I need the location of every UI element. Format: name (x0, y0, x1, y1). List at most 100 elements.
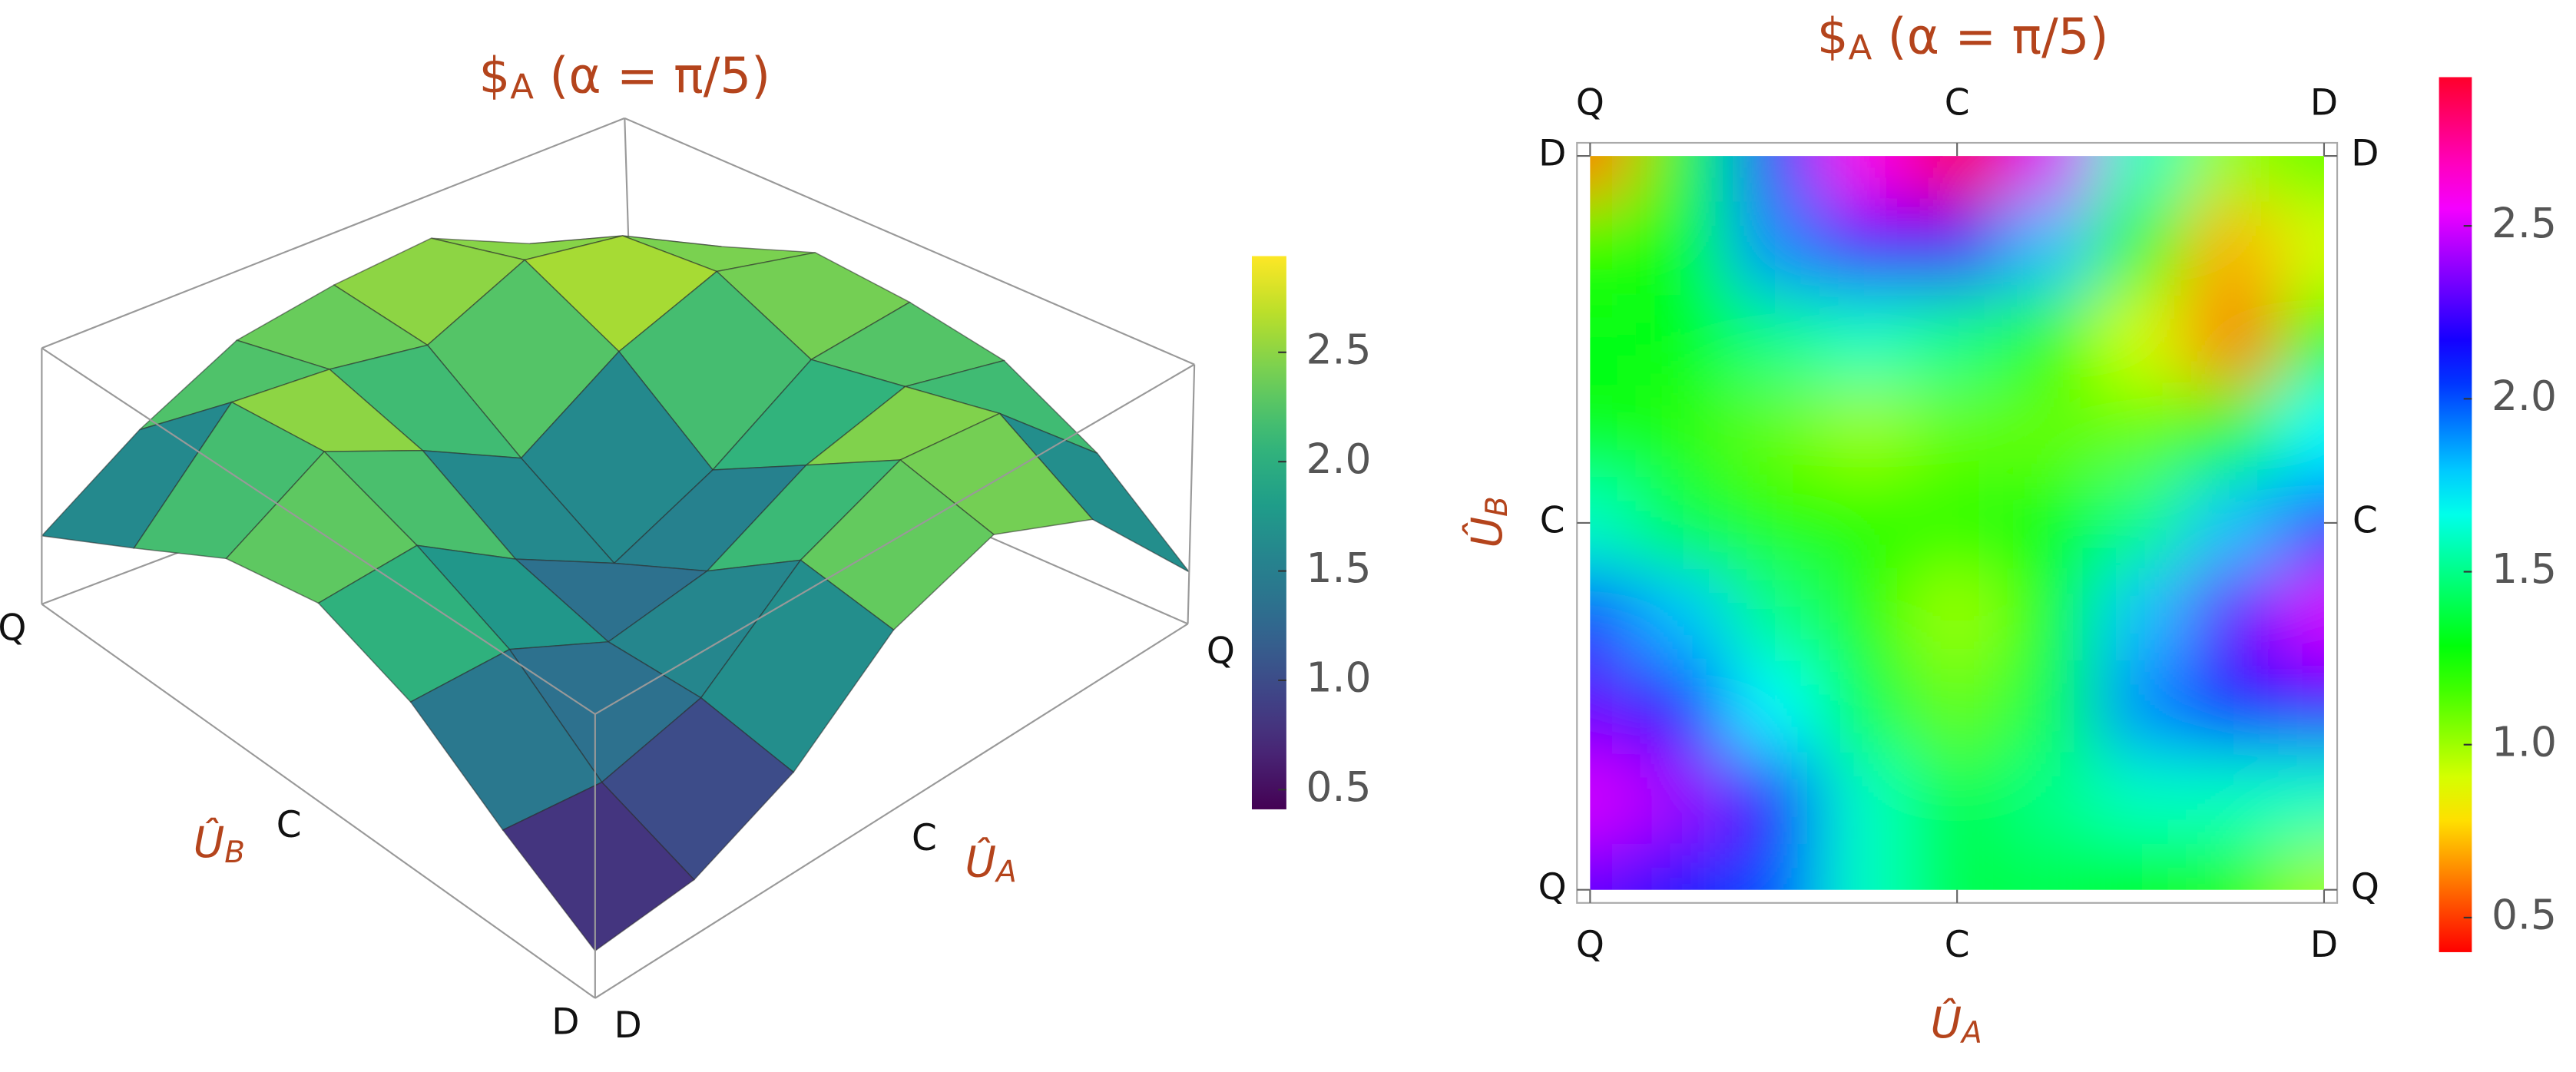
density-cell (2278, 660, 2324, 753)
density-cell (1590, 385, 1637, 478)
x-axis-label-main: Û (965, 838, 996, 888)
box-edge (41, 603, 596, 999)
chart-title-rest: (α = π/5) (1872, 8, 2108, 65)
x-tick-label: D (2310, 81, 2338, 124)
density-cell (2002, 201, 2095, 294)
density-cell (1727, 156, 1819, 202)
density-cell (2094, 385, 2187, 478)
colorbar-tick-label: 1.0 (2492, 717, 2557, 766)
density-cell (2278, 477, 2324, 569)
y-tick-label: C (2353, 499, 2378, 541)
density-cell (1819, 752, 1912, 844)
density-cell (1590, 293, 1637, 385)
chart-title: $A (α = π/5) (478, 47, 770, 107)
density-cell (1911, 660, 2003, 753)
colorbar-tick-label: 2.5 (2492, 199, 2557, 247)
colorbar-tick-label: 2.0 (2492, 372, 2557, 420)
density-cell (2278, 752, 2324, 844)
density-cell (1727, 752, 1819, 844)
y-tick-label: Q (2351, 866, 2379, 908)
density-cell (2094, 156, 2187, 202)
x-tick-label: Q (1576, 924, 1604, 966)
density-cell (2278, 293, 2324, 385)
x-axis-label: ÛA (965, 838, 1016, 890)
colorbar (2439, 77, 2472, 952)
density-cell (1636, 156, 1728, 202)
density-area (1590, 156, 2324, 890)
density-cell (2094, 201, 2187, 294)
chart-title-main: $ (478, 47, 510, 104)
density-cell (2186, 568, 2279, 661)
x-tick-label: C (1945, 81, 1970, 124)
density-cell (1636, 477, 1728, 569)
box-edge (1187, 364, 1196, 624)
density-cell (2002, 156, 2095, 202)
density-cell (2002, 293, 2095, 385)
density-cell (2094, 293, 2187, 385)
density-cell (1636, 385, 1728, 478)
density-cell (1911, 385, 2003, 478)
density-cell (2094, 477, 2187, 569)
density-cell (1819, 568, 1912, 661)
density-cell (1911, 201, 2003, 294)
chart-title: $A (α = π/5) (1817, 8, 2109, 68)
chart-title-sub: A (1849, 27, 1872, 68)
density-cell (2278, 385, 2324, 478)
density-cell (1819, 156, 1912, 202)
colorbar-tick-label: 0.5 (2492, 891, 2557, 939)
density-cell (1636, 660, 1728, 753)
density-cell (2278, 201, 2324, 294)
density-cell (1819, 385, 1912, 478)
density-cell (1636, 752, 1728, 844)
density-cell (2186, 477, 2279, 569)
density-cell (2278, 568, 2324, 661)
colorbar (1251, 256, 1286, 809)
x-axis-label-sub: A (1959, 1016, 1982, 1050)
y-tick-label: C (1540, 499, 1565, 541)
x-axis-label-sub: A (994, 855, 1017, 890)
density-cell (2186, 385, 2279, 478)
y-axis-label: ÛB (194, 818, 245, 870)
density-cell (1727, 843, 1819, 890)
density-cell (1911, 568, 2003, 661)
density-cell (2094, 752, 2187, 844)
y-tick-label: D (1538, 133, 1566, 175)
density-cell (1819, 660, 1912, 753)
density-cell (2186, 660, 2279, 753)
colorbar-tick-label: 1.0 (1306, 653, 1372, 702)
x-axis-label-main: Û (1930, 998, 1962, 1048)
density-cell (1727, 385, 1819, 478)
density-cell (2002, 385, 2095, 478)
y-tick-label: D (2351, 133, 2379, 175)
density-cell (1727, 293, 1819, 385)
density-cell (1590, 201, 1637, 294)
density-cell (1590, 477, 1637, 569)
density-field (1590, 156, 2324, 890)
y-axis-label: ÛB (1462, 496, 1515, 548)
density-cell (1819, 293, 1912, 385)
y-axis-label-sub: B (1480, 496, 1515, 517)
density-cell (1636, 843, 1728, 890)
density-cell (1911, 752, 2003, 844)
box-edge (594, 623, 1189, 999)
chart-title-main: $ (1817, 8, 1849, 65)
x-tick-label: C (1945, 924, 1970, 966)
density-cell (1819, 201, 1912, 294)
density-cell (2094, 843, 2187, 890)
density-cell (1636, 201, 1728, 294)
y-tick-label: D (551, 1001, 579, 1044)
density-cell (1636, 293, 1728, 385)
density-cell (2186, 201, 2279, 294)
box-edge (624, 117, 1195, 366)
density-cell (2186, 156, 2279, 202)
density-cell (2094, 568, 2187, 661)
density-cell (2002, 660, 2095, 753)
density-cell (2002, 568, 2095, 661)
density-cell (2094, 660, 2187, 753)
density-cell (1911, 293, 2003, 385)
y-tick-label: Q (0, 607, 26, 649)
density-cell (1727, 477, 1819, 569)
colorbar-tick-label: 1.5 (2492, 544, 2557, 593)
